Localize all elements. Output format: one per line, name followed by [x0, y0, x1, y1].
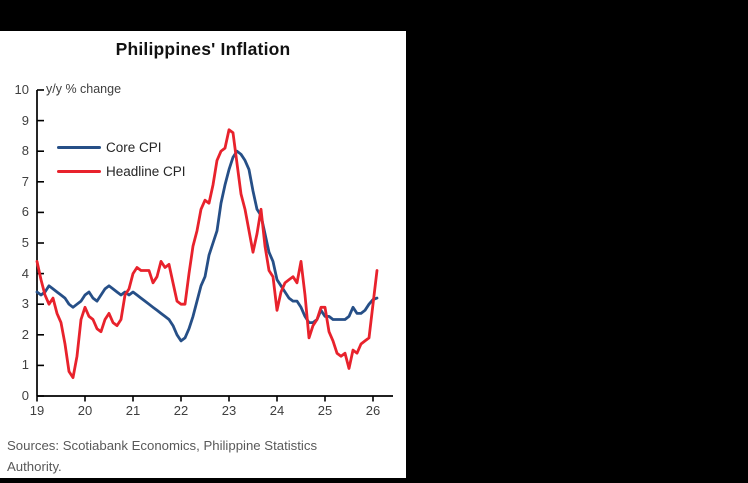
sources-note: Sources: Scotiabank Economics, Philippin… — [7, 438, 318, 475]
y-tick-label-6: 6 — [21, 204, 29, 220]
y-tick-label-7: 7 — [21, 173, 29, 189]
x-tick-label-21: 21 — [125, 403, 141, 418]
x-tick-label-19: 19 — [29, 403, 45, 418]
y-tick-label-10: 10 — [14, 82, 29, 97]
x-tick-label-23: 23 — [221, 403, 237, 418]
y-axis-unit-label: y/y % change — [46, 82, 122, 96]
y-tick-label-2: 2 — [21, 326, 29, 342]
headline-cpi-legend-swatch — [57, 170, 101, 174]
y-tick-label-0: 0 — [21, 388, 29, 403]
x-tick-label-25: 25 — [317, 403, 333, 418]
plot-area — [35, 89, 393, 402]
x-tick-label-26: 26 — [365, 403, 381, 418]
headline-cpi-legend-label: Headline CPI — [106, 164, 186, 179]
core-cpi-legend-swatch — [57, 146, 101, 150]
y-tick-label-9: 9 — [21, 112, 29, 128]
y-tick-label-4: 4 — [21, 265, 29, 281]
y-tick-label-8: 8 — [21, 143, 29, 159]
y-tick-label-3: 3 — [21, 296, 29, 312]
core-cpi-legend-label: Core CPI — [106, 140, 162, 155]
headline-cpi-line — [35, 128, 379, 380]
x-tick-label-22: 22 — [173, 403, 189, 418]
y-tick-label-5: 5 — [21, 235, 29, 250]
x-tick-label-20: 20 — [77, 403, 93, 418]
y-tick-label-1: 1 — [21, 357, 29, 373]
chart-title: Philippines' Inflation — [115, 39, 291, 59]
x-tick-label-24: 24 — [269, 403, 285, 418]
